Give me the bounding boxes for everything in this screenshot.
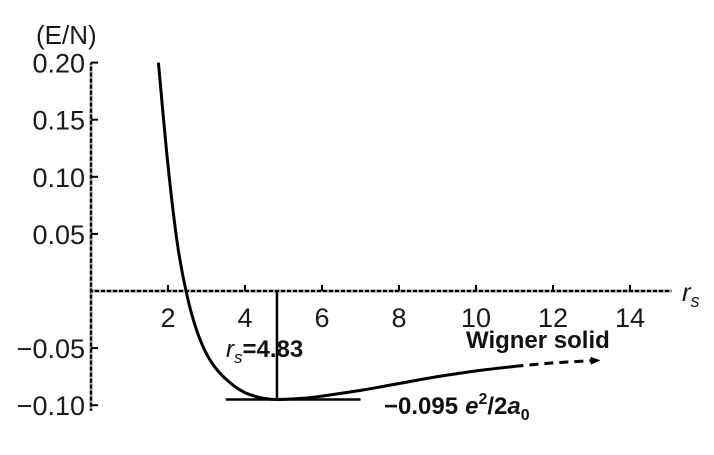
x-tick-label: 12 [538, 303, 568, 333]
x-tick-label: 14 [615, 303, 645, 333]
energy-annot-a: a [507, 393, 520, 420]
y-tick-label: 0.20 [32, 49, 85, 79]
rs-annot-var: r [226, 336, 235, 363]
energy-annot-sup: 2 [478, 391, 487, 408]
energy-annot-e: e [465, 393, 478, 420]
x-tick-label: 8 [391, 303, 406, 333]
rs-annot-value: =4.83 [243, 336, 304, 363]
tick-labels: 2 4 6 8 10 12 14 0.20 0.15 0.10 0.05 −0.05 −0.10 [17, 49, 645, 422]
x-axis-label: rs [682, 277, 700, 311]
x-tick-label: 6 [314, 303, 329, 333]
y-axis-label: (E/N) [36, 20, 97, 50]
x-tick-label: 2 [160, 303, 175, 333]
rs-value-annotation: rs=4.83 [226, 336, 303, 367]
x-axis-label-var: r [682, 277, 692, 307]
rs-annot-sub: s [234, 348, 243, 367]
axes [89, 62, 672, 411]
energy-annot-value: −0.095 [384, 393, 458, 420]
minimum-energy-annotation: −0.095 e2/2a0 [384, 391, 530, 424]
series-line-solid [156, 62, 515, 402]
x-tick-label: 4 [237, 303, 252, 333]
energy-annot-slash: /2 [487, 393, 507, 420]
y-tick-label: −0.10 [17, 391, 85, 421]
series-group [156, 62, 601, 402]
x-tick-label: 10 [461, 303, 491, 333]
y-tick-label: 0.15 [32, 106, 85, 136]
y-tick-label: 0.10 [32, 163, 85, 193]
series-line-dashed [514, 356, 601, 368]
wigner-solid-label: Wigner solid [466, 327, 610, 354]
x-axis-label-sub: s [691, 291, 700, 311]
y-tick-label: 0.05 [32, 220, 85, 250]
energy-annot-sub: 0 [521, 407, 530, 424]
tick-marks [91, 61, 631, 407]
annotations: rs=4.83 −0.095 e2/2a0 Wigner solid [225, 291, 610, 424]
y-tick-label: −0.05 [17, 334, 85, 364]
